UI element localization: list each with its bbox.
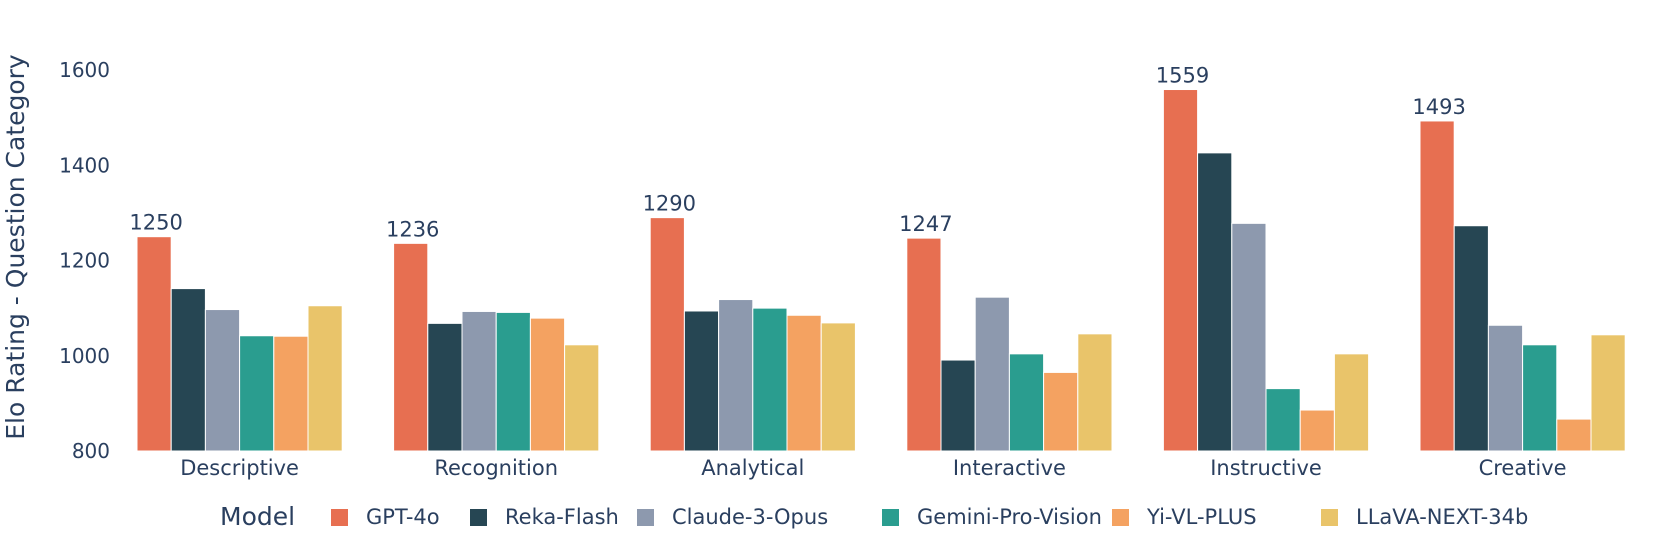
bar-claude-3-opus-interactive (974, 296, 1010, 452)
bar-yi-vl-plus-instructive (1299, 409, 1335, 452)
bar-reka-flash-analytical (683, 310, 720, 452)
bar-reka-flash-interactive (940, 359, 976, 452)
legend-label-reka-flash: Reka-Flash (505, 505, 619, 529)
bar-yi-vl-plus-recognition (529, 317, 566, 452)
legend: Model GPT-4o Reka-Flash Claude-3-Opus Gemin… (220, 502, 1528, 531)
legend-swatch-claude-3-opus (637, 509, 654, 526)
bar-gemini-pro-vision-recognition (495, 311, 531, 452)
bar-gpt-4o-creative (1419, 120, 1455, 452)
y-axis: 800 1000 1200 1400 1600 (59, 58, 110, 463)
y-axis-title: Elo Rating - Question Category (1, 54, 30, 440)
bar-reka-flash-descriptive (170, 288, 206, 452)
bar-claude-3-opus-instructive (1231, 222, 1267, 452)
bar-gpt-4o-instructive (1162, 89, 1199, 452)
legend-label-yi-vl-plus: Yi-VL-PLUS (1146, 505, 1257, 529)
bar-claude-3-opus-creative (1487, 324, 1524, 452)
legend-title: Model (220, 502, 295, 531)
bar-llava-next-34b-creative (1590, 334, 1626, 452)
y-tick-label-1400: 1400 (59, 153, 110, 177)
legend-label-claude-3-opus: Claude-3-Opus (672, 505, 828, 529)
bar-gpt-4o-recognition (393, 242, 429, 452)
legend-item-claude-3-opus: Claude-3-Opus (637, 505, 828, 529)
bar-gpt-4o-interactive (906, 237, 942, 452)
legend-label-gemini-pro-vision: Gemini-Pro-Vision (917, 505, 1102, 529)
bar-reka-flash-instructive (1197, 152, 1233, 452)
bar-claude-3-opus-recognition (461, 310, 497, 452)
legend-item-llava-next-34b: LLaVA-NEXT-34b (1321, 505, 1528, 529)
bar-yi-vl-plus-creative (1556, 418, 1592, 452)
data-labels: 1250 1236 1290 1247 1559 1493 (129, 64, 1465, 242)
y-tick-label-1000: 1000 (59, 344, 110, 368)
bar-llava-next-34b-instructive (1333, 353, 1370, 452)
legend-swatch-gemini-pro-vision (882, 509, 899, 526)
data-label-analytical: 1290 (643, 192, 696, 216)
bar-gemini-pro-vision-instructive (1265, 388, 1301, 452)
legend-item-gpt-4o: GPT-4o (331, 505, 440, 529)
bar-gemini-pro-vision-interactive (1008, 353, 1045, 452)
legend-item-gemini-pro-vision: Gemini-Pro-Vision (882, 505, 1102, 529)
data-label-recognition: 1236 (386, 217, 439, 241)
legend-item-reka-flash: Reka-Flash (470, 505, 619, 529)
data-label-instructive: 1559 (1156, 64, 1209, 88)
legend-swatch-yi-vl-plus (1112, 509, 1129, 526)
bar-llava-next-34b-analytical (820, 322, 856, 452)
legend-label-gpt-4o: GPT-4o (366, 505, 440, 529)
x-axis: Descriptive Recognition Analytical Interact… (180, 456, 1566, 480)
legend-swatch-llava-next-34b (1321, 509, 1338, 526)
bar-gpt-4o-analytical (649, 217, 685, 452)
bars (136, 89, 1626, 452)
bar-reka-flash-creative (1453, 225, 1489, 452)
bar-gemini-pro-vision-descriptive (239, 335, 275, 452)
data-label-creative: 1493 (1412, 95, 1465, 119)
bar-gemini-pro-vision-creative (1522, 344, 1558, 452)
legend-swatch-reka-flash (470, 509, 487, 526)
bar-claude-3-opus-analytical (718, 299, 754, 452)
bar-yi-vl-plus-descriptive (273, 335, 309, 452)
bar-gemini-pro-vision-analytical (752, 307, 788, 452)
x-tick-label-recognition: Recognition (434, 456, 558, 480)
legend-label-llava-next-34b: LLaVA-NEXT-34b (1356, 505, 1528, 529)
x-tick-label-descriptive: Descriptive (180, 456, 299, 480)
bar-claude-3-opus-descriptive (204, 309, 241, 452)
bar-yi-vl-plus-interactive (1043, 371, 1079, 452)
bar-llava-next-34b-descriptive (307, 305, 343, 452)
legend-item-yi-vl-plus: Yi-VL-PLUS (1112, 505, 1257, 529)
legend-swatch-gpt-4o (331, 509, 348, 526)
x-tick-label-instructive: Instructive (1210, 456, 1322, 480)
bar-gpt-4o-descriptive (136, 236, 172, 452)
x-tick-label-interactive: Interactive (953, 456, 1066, 480)
y-tick-label-800: 800 (72, 439, 110, 463)
x-tick-label-analytical: Analytical (701, 456, 804, 480)
data-label-interactive: 1247 (899, 212, 952, 236)
x-tick-label-creative: Creative (1479, 456, 1567, 480)
bar-reka-flash-recognition (427, 322, 463, 452)
bar-llava-next-34b-interactive (1077, 333, 1113, 452)
data-label-descriptive: 1250 (129, 211, 182, 235)
bar-llava-next-34b-recognition (564, 344, 600, 452)
y-tick-label-1200: 1200 (59, 249, 110, 273)
y-tick-label-1600: 1600 (59, 58, 110, 82)
bar-yi-vl-plus-analytical (786, 314, 822, 452)
